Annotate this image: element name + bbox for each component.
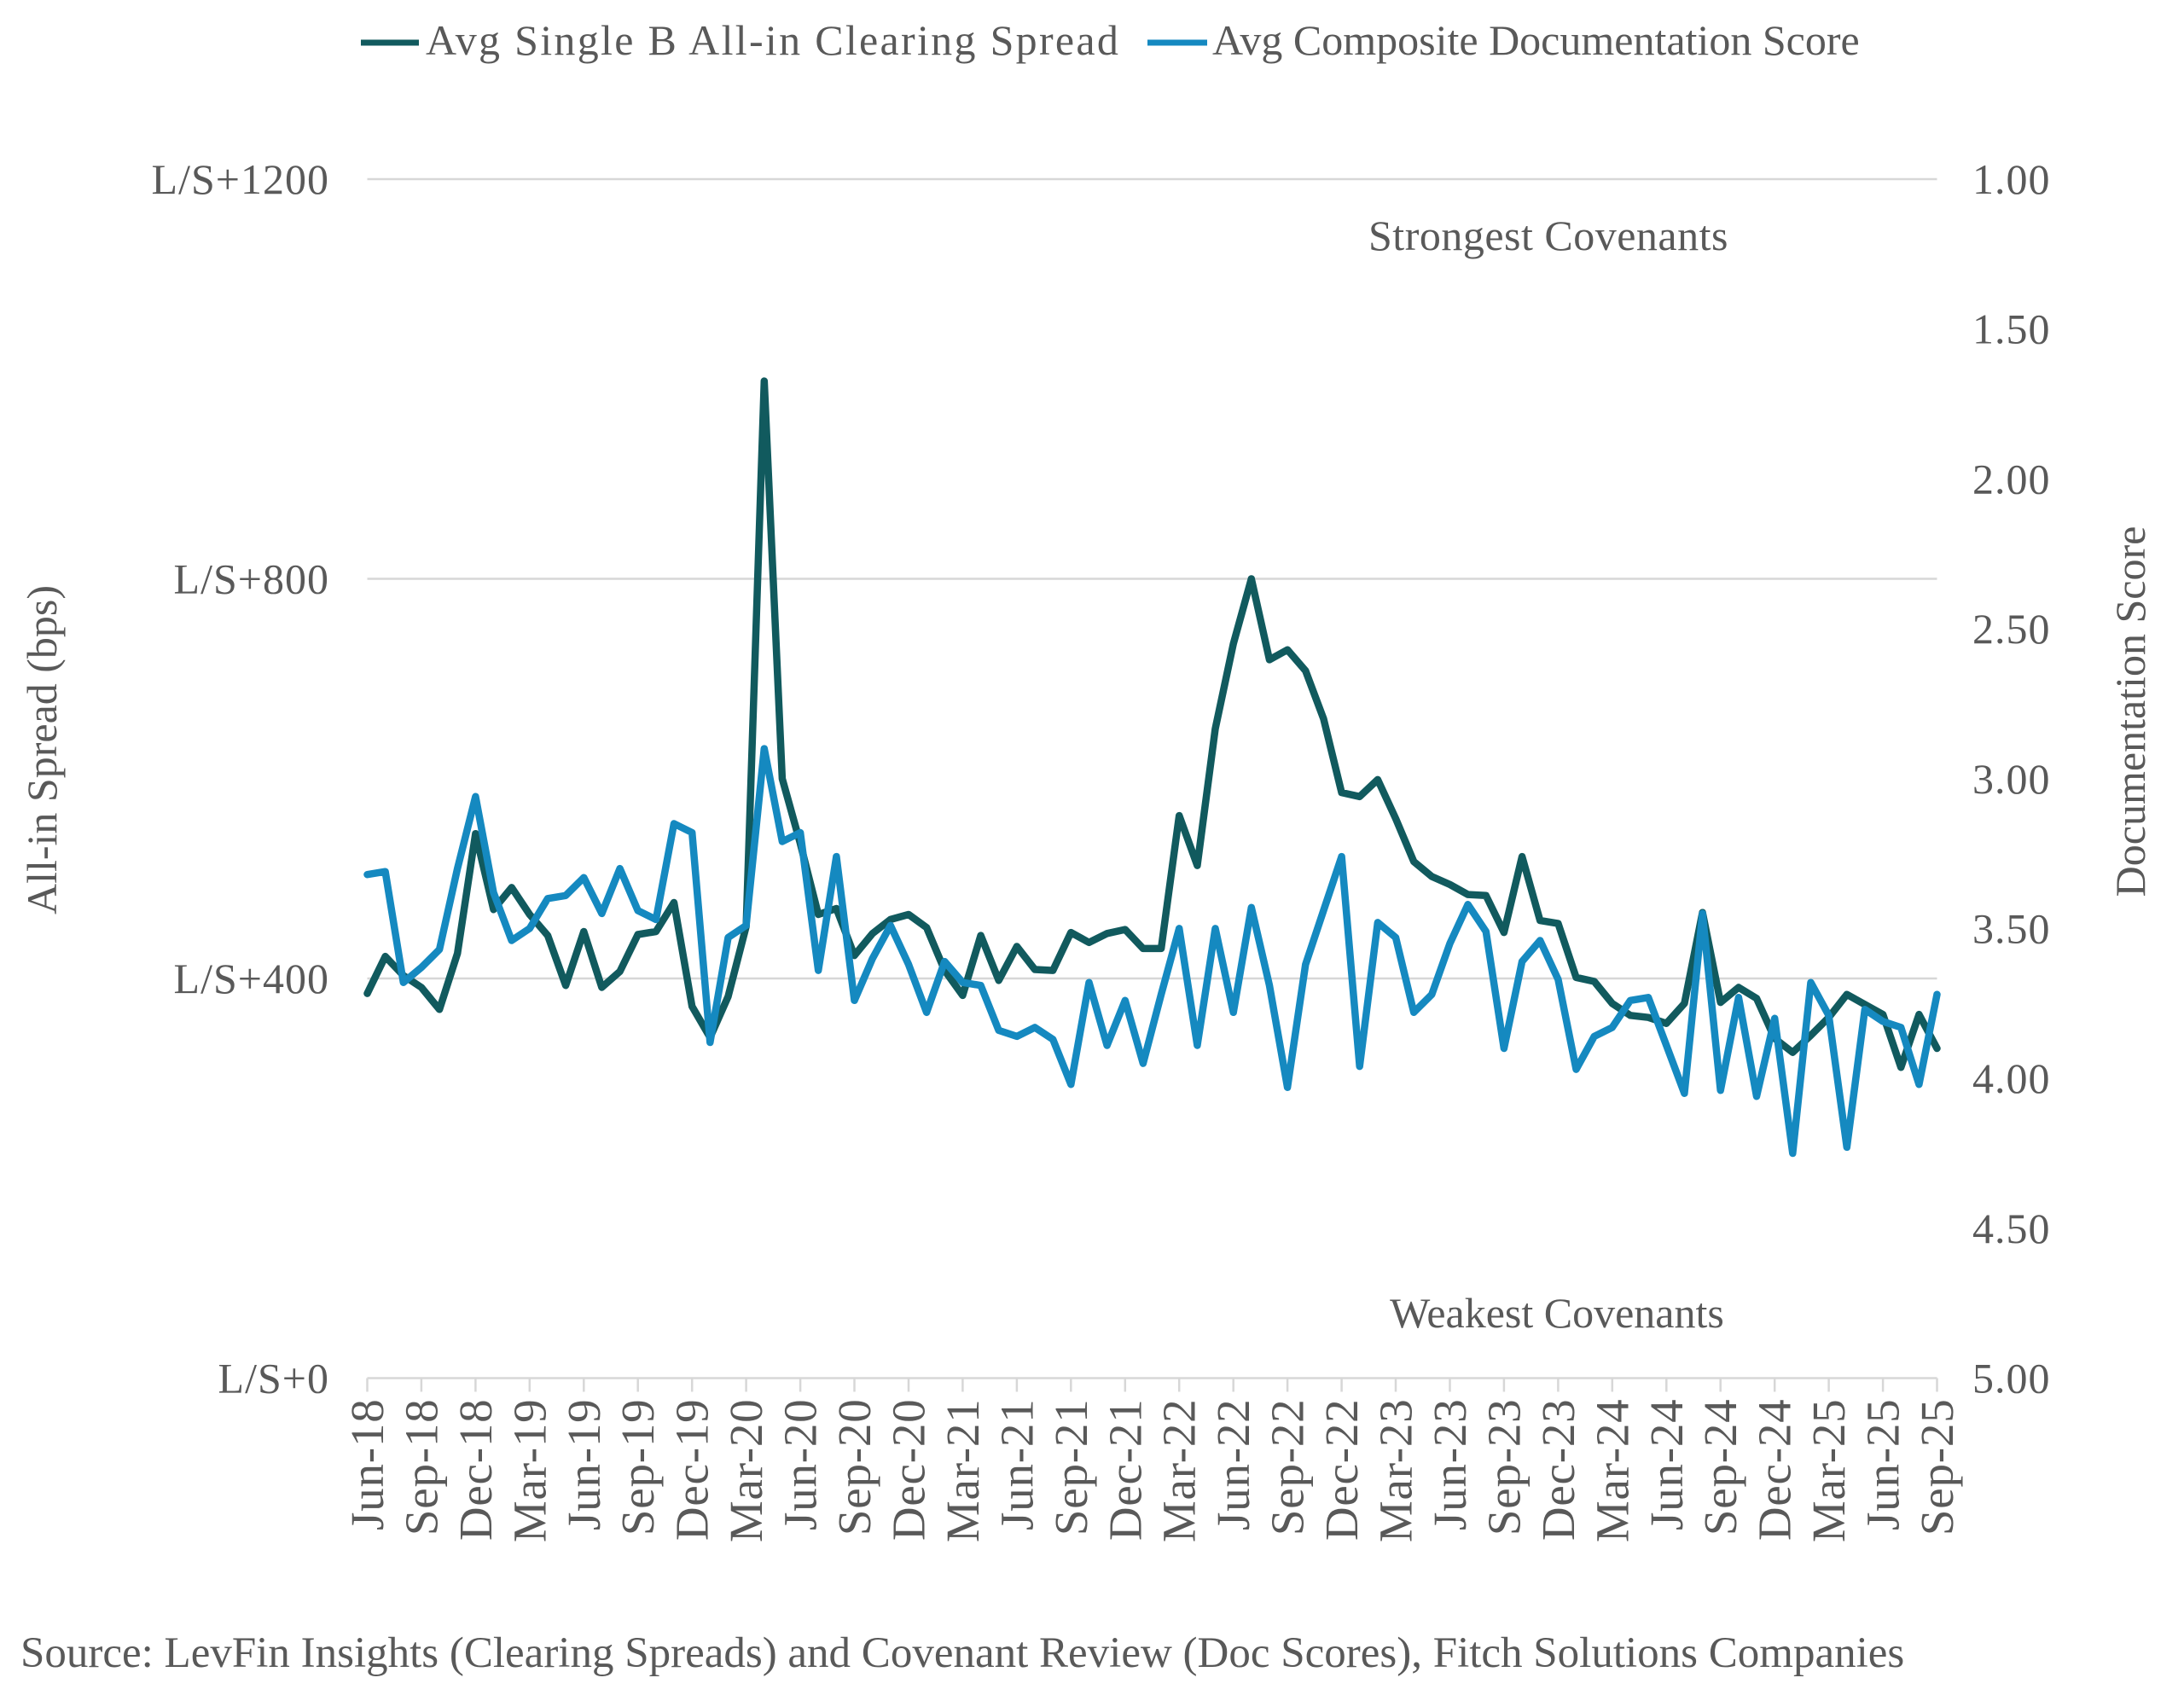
svg-text:Mar-21: Mar-21 — [937, 1399, 989, 1543]
svg-text:L/S+400: L/S+400 — [174, 955, 329, 1002]
svg-text:Sep-23: Sep-23 — [1478, 1399, 1530, 1536]
svg-text:4.00: 4.00 — [1972, 1054, 2051, 1102]
svg-text:1.50: 1.50 — [1972, 305, 2051, 353]
svg-text:Jun-19: Jun-19 — [558, 1399, 610, 1531]
svg-text:Jun-23: Jun-23 — [1424, 1399, 1476, 1531]
svg-text:Sep-18: Sep-18 — [395, 1399, 447, 1536]
svg-text:Sep-25: Sep-25 — [1911, 1399, 1963, 1536]
svg-text:Strongest Covenants: Strongest Covenants — [1368, 212, 1728, 259]
svg-text:Dec-24: Dec-24 — [1749, 1399, 1801, 1541]
svg-text:Dec-18: Dec-18 — [450, 1399, 502, 1541]
svg-text:3.50: 3.50 — [1972, 904, 2051, 952]
svg-text:Dec-21: Dec-21 — [1099, 1399, 1151, 1541]
svg-text:2.00: 2.00 — [1972, 455, 2051, 502]
svg-text:Documentation Score: Documentation Score — [2106, 526, 2154, 897]
svg-text:Dec-23: Dec-23 — [1532, 1399, 1584, 1541]
svg-text:Source: LevFin Insights (Clear: Source: LevFin Insights (Clearing Spread… — [20, 1629, 1904, 1677]
svg-text:Jun-18: Jun-18 — [341, 1399, 393, 1531]
svg-text:Sep-19: Sep-19 — [612, 1399, 664, 1536]
svg-text:Jun-20: Jun-20 — [775, 1399, 827, 1531]
svg-text:Mar-22: Mar-22 — [1153, 1399, 1205, 1543]
svg-text:L/S+800: L/S+800 — [174, 555, 329, 603]
svg-text:Dec-20: Dec-20 — [883, 1399, 935, 1541]
svg-text:Sep-21: Sep-21 — [1045, 1399, 1097, 1536]
svg-text:4.50: 4.50 — [1972, 1205, 2051, 1252]
svg-text:Mar-25: Mar-25 — [1803, 1399, 1855, 1543]
svg-text:L/S+0: L/S+0 — [218, 1355, 329, 1402]
svg-text:2.50: 2.50 — [1972, 605, 2051, 653]
svg-text:Sep-22: Sep-22 — [1262, 1399, 1314, 1536]
svg-text:Jun-22: Jun-22 — [1207, 1399, 1259, 1531]
svg-text:Sep-20: Sep-20 — [828, 1399, 880, 1536]
svg-text:All-in Spread (bps): All-in Spread (bps) — [18, 585, 66, 914]
svg-text:L/S+1200: L/S+1200 — [152, 155, 329, 203]
svg-text:Dec-19: Dec-19 — [666, 1399, 718, 1541]
svg-text:5.00: 5.00 — [1972, 1355, 2051, 1402]
svg-text:Dec-22: Dec-22 — [1316, 1399, 1368, 1541]
svg-text:Mar-20: Mar-20 — [720, 1399, 772, 1543]
svg-text:1.00: 1.00 — [1972, 155, 2051, 203]
svg-text:Sep-24: Sep-24 — [1694, 1399, 1746, 1536]
svg-text:Jun-21: Jun-21 — [990, 1399, 1043, 1531]
svg-text:Avg Composite Documentation Sc: Avg Composite Documentation Score — [1212, 16, 1860, 64]
svg-text:Mar-23: Mar-23 — [1370, 1399, 1422, 1543]
svg-text:Mar-24: Mar-24 — [1586, 1399, 1638, 1543]
svg-text:Jun-24: Jun-24 — [1641, 1399, 1693, 1531]
svg-text:Weakest Covenants: Weakest Covenants — [1390, 1289, 1724, 1337]
svg-text:Jun-25: Jun-25 — [1857, 1399, 1909, 1531]
svg-text:Mar-19: Mar-19 — [503, 1399, 555, 1543]
svg-text:Avg Single B All-in Clearing S: Avg Single B All-in Clearing Spread — [426, 16, 1120, 64]
svg-text:3.00: 3.00 — [1972, 755, 2051, 803]
